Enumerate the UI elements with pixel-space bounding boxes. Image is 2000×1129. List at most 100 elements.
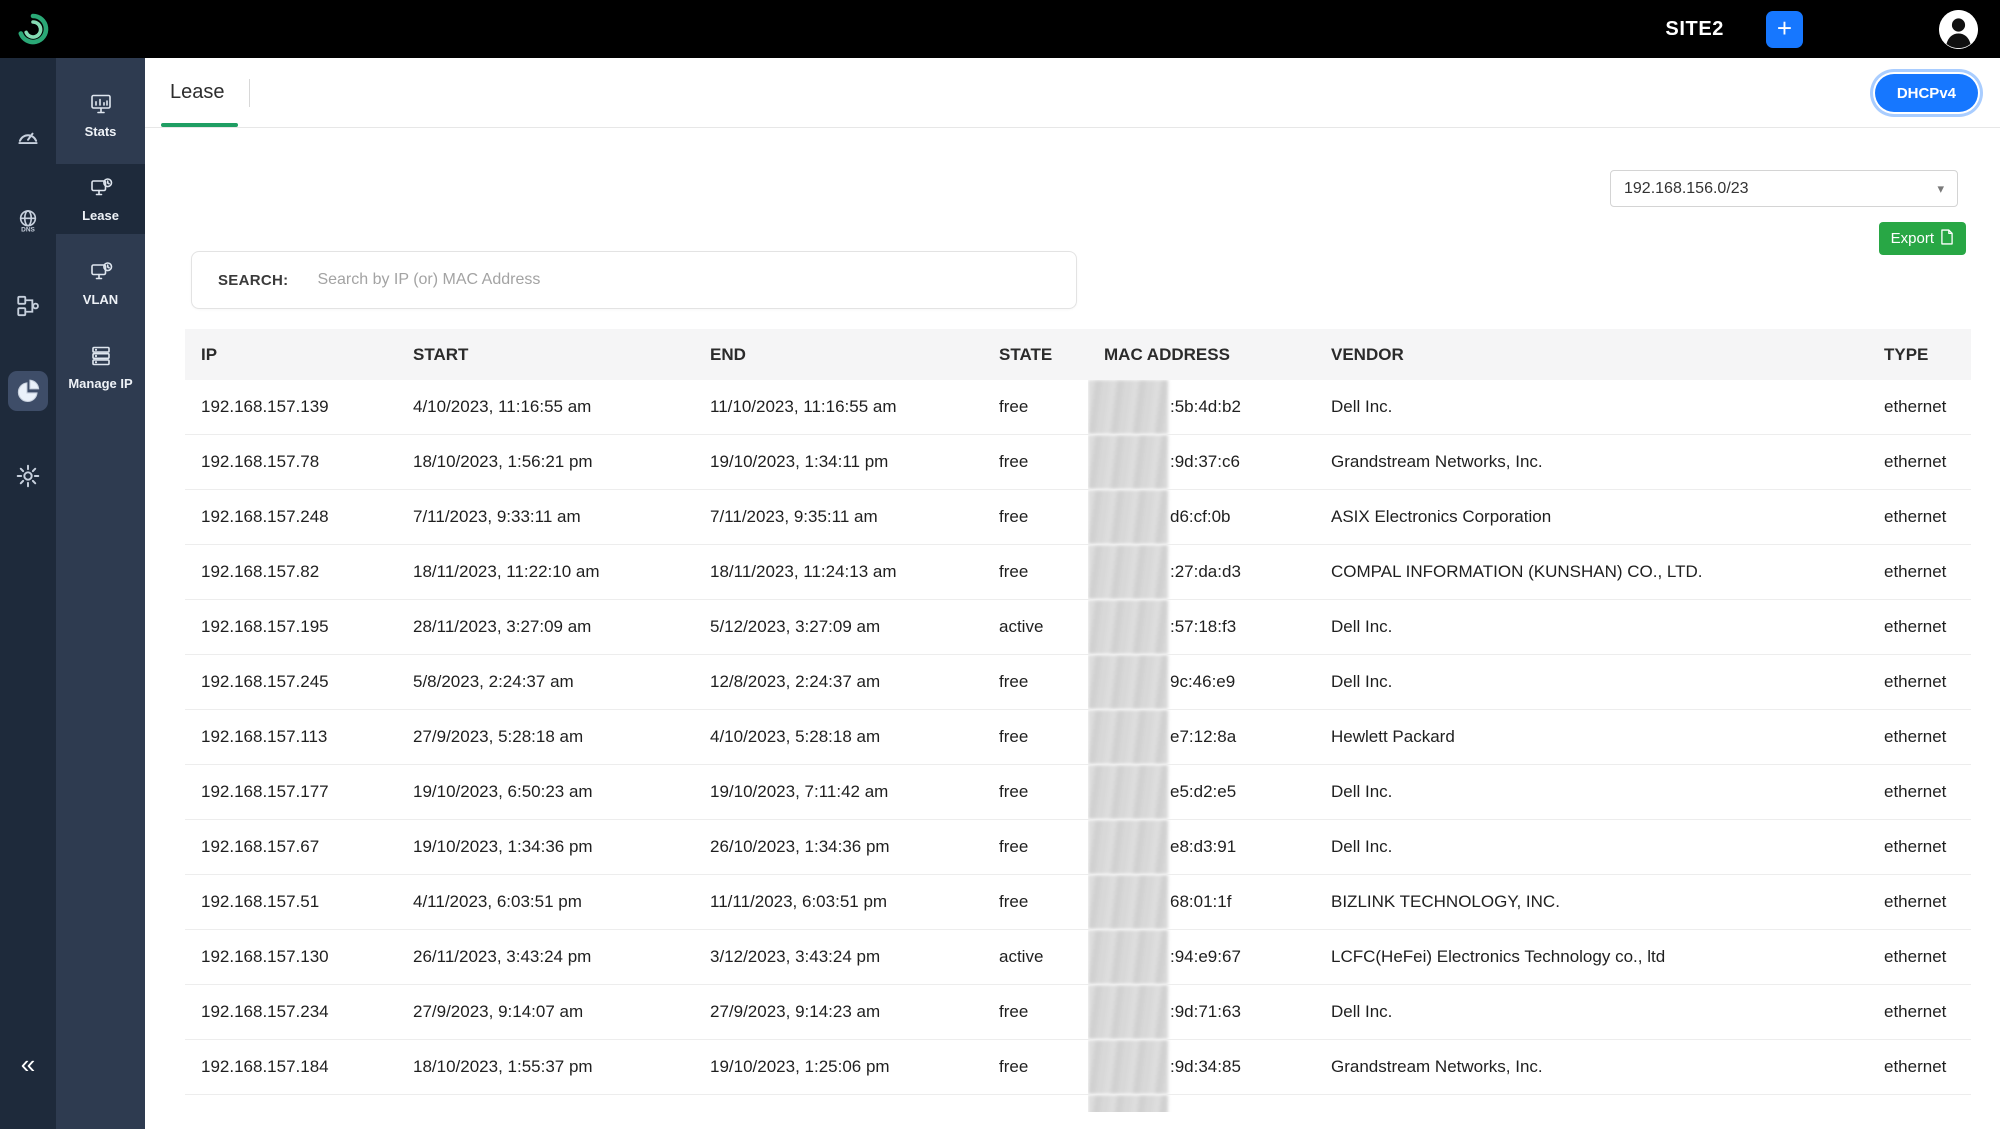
topology-icon[interactable] <box>8 286 48 326</box>
cell-start: 28/11/2023, 3:27:09 am <box>397 599 694 655</box>
cell-type: ethernet <box>1868 599 1971 655</box>
mac-suffix: e7:12:8a <box>1170 727 1237 746</box>
col-vendor: VENDOR <box>1315 329 1868 380</box>
mac-redacted-blur <box>1088 930 1168 984</box>
mac-suffix: :9d:71:63 <box>1170 1002 1241 1021</box>
cell-vendor: ASIX Electronics Corporation <box>1315 489 1868 545</box>
sidebar-item-label: VLAN <box>82 291 119 307</box>
sidebar-item-lease[interactable]: Lease <box>56 164 145 234</box>
cell-end: 3/12/2023, 3:43:24 pm <box>694 929 983 985</box>
cell-vendor: Grandstream Networks, Inc. <box>1315 1039 1868 1095</box>
sidebar-item-stats[interactable]: Stats <box>56 80 145 150</box>
mac-suffix: :57:18:f3 <box>1170 617 1237 636</box>
cell-vendor: Hewlett Packard <box>1315 709 1868 765</box>
cell-mac: :27:da:d3 <box>1088 544 1315 600</box>
cell-end: 20/10/2023, 9:47:25 am <box>694 1094 983 1112</box>
cell-end: 19/10/2023, 1:25:06 pm <box>694 1039 983 1095</box>
sidebar-item-vlan[interactable]: VLAN <box>56 248 145 318</box>
mac-redacted-blur <box>1088 985 1168 1039</box>
mac-suffix: :94:e9:67 <box>1170 947 1241 966</box>
table-row: 192.168.157.113 27/9/2023, 5:28:18 am 4/… <box>185 709 1971 765</box>
col-type: TYPE <box>1868 329 1971 380</box>
col-mac-address: MAC ADDRESS <box>1088 329 1315 380</box>
user-avatar-icon[interactable] <box>1939 9 1978 49</box>
cell-ip: 192.168.157.234 <box>185 984 397 1040</box>
app-logo[interactable] <box>12 8 54 50</box>
cell-state: free <box>983 489 1088 545</box>
search-label: SEARCH: <box>218 271 289 289</box>
cell-end: 26/10/2023, 1:34:36 pm <box>694 819 983 875</box>
dhcpv4-button[interactable]: DHCPv4 <box>1874 74 1978 112</box>
mac-redacted-blur <box>1088 765 1168 819</box>
cell-start: 27/9/2023, 5:28:18 am <box>397 709 694 765</box>
cell-mac: :9d:04:90 <box>1088 1094 1315 1112</box>
cell-ip: 192.168.157.245 <box>185 654 397 710</box>
cell-type: ethernet <box>1868 544 1971 600</box>
dashboard-gauge-icon[interactable] <box>8 116 48 156</box>
col-end: END <box>694 329 983 380</box>
subnet-select[interactable]: 192.168.156.0/23 ▾ <box>1610 170 1958 207</box>
cell-type: ethernet <box>1868 929 1971 985</box>
cell-ip: 192.168.157.248 <box>185 489 397 545</box>
table-row: 192.168.157.195 28/11/2023, 3:27:09 am 5… <box>185 599 1971 655</box>
site-selector[interactable]: SITE2 <box>1665 17 1724 40</box>
cell-end: 19/10/2023, 7:11:42 am <box>694 764 983 820</box>
tab-bar: Lease DHCPv4 <box>145 58 2000 128</box>
cell-end: 7/11/2023, 9:35:11 am <box>694 489 983 545</box>
mac-suffix: e5:d2:e5 <box>1170 782 1237 801</box>
cell-end: 11/10/2023, 11:16:55 am <box>694 380 983 435</box>
table-row: 192.168.157.245 5/8/2023, 2:24:37 am 12/… <box>185 654 1971 710</box>
cell-state: free <box>983 434 1088 490</box>
tab-lease[interactable]: Lease <box>161 58 238 127</box>
cell-vendor: Dell Inc. <box>1315 654 1868 710</box>
mac-suffix: 9c:46:e9 <box>1170 672 1236 691</box>
dhcp-pie-chart-icon[interactable] <box>8 371 48 411</box>
export-button-label: Export <box>1890 230 1934 247</box>
cell-state: free <box>983 874 1088 930</box>
collapse-sidebar-button[interactable]: « <box>20 1049 36 1079</box>
lease-table[interactable]: IP START END STATE MAC ADDRESS VENDOR TY… <box>185 329 1971 1112</box>
main-panel: Lease DHCPv4 192.168.156.0/23 ▾ Export <box>145 58 2000 1129</box>
cell-ip: 192.168.157.113 <box>185 709 397 765</box>
table-row: 192.168.157.78 18/10/2023, 1:56:21 pm 19… <box>185 434 1971 490</box>
cell-state: active <box>983 599 1088 655</box>
table-header-row: IP START END STATE MAC ADDRESS VENDOR TY… <box>185 329 1971 380</box>
col-state: STATE <box>983 329 1088 380</box>
mac-suffix: 68:01:1f <box>1170 892 1232 911</box>
cell-type: ethernet <box>1868 709 1971 765</box>
cell-mac: :9d:34:85 <box>1088 1039 1315 1095</box>
cell-mac: :94:e9:67 <box>1088 929 1315 985</box>
mac-redacted-blur <box>1088 655 1168 709</box>
sidebar-item-label: Lease <box>82 207 119 223</box>
cell-end: 4/10/2023, 5:28:18 am <box>694 709 983 765</box>
cell-vendor: Grandstream Networks, Inc. <box>1315 434 1868 490</box>
manage-ip-list-icon <box>89 344 113 371</box>
cell-mac: e7:12:8a <box>1088 709 1315 765</box>
cell-state: free <box>983 984 1088 1040</box>
cell-vendor: ASUSTek COMPUTER INC. <box>1315 1094 1868 1112</box>
cell-mac: e5:d2:e5 <box>1088 764 1315 820</box>
cell-vendor: Dell Inc. <box>1315 380 1868 435</box>
chevron-down-icon: ▾ <box>1937 180 1944 196</box>
cell-type: ethernet <box>1868 654 1971 710</box>
cell-mac: e8:d3:91 <box>1088 819 1315 875</box>
col-start: START <box>397 329 694 380</box>
mac-redacted-blur <box>1088 1095 1168 1112</box>
cell-state: free <box>983 1094 1088 1112</box>
cell-type: ethernet <box>1868 874 1971 930</box>
add-site-button[interactable]: + <box>1766 10 1803 48</box>
mac-redacted-blur <box>1088 545 1168 599</box>
search-input[interactable] <box>315 252 1076 308</box>
export-button[interactable]: Export <box>1878 222 1966 255</box>
table-row: 192.168.157.234 27/9/2023, 9:14:07 am 27… <box>185 984 1971 1040</box>
table-body: 192.168.157.139 4/10/2023, 11:16:55 am 1… <box>185 380 1971 1112</box>
table-row: 192.168.157.82 18/11/2023, 11:22:10 am 1… <box>185 544 1971 600</box>
gear-icon[interactable] <box>8 456 48 496</box>
cell-start: 18/10/2023, 1:55:37 pm <box>397 1039 694 1095</box>
mac-redacted-blur <box>1088 600 1168 654</box>
sidebar-item-manage-ip[interactable]: Manage IP <box>56 332 145 402</box>
cell-start: 5/8/2023, 2:24:37 am <box>397 654 694 710</box>
mac-redacted-blur <box>1088 435 1168 489</box>
cell-type: ethernet <box>1868 984 1971 1040</box>
dns-globe-icon[interactable]: DNS <box>8 201 48 241</box>
